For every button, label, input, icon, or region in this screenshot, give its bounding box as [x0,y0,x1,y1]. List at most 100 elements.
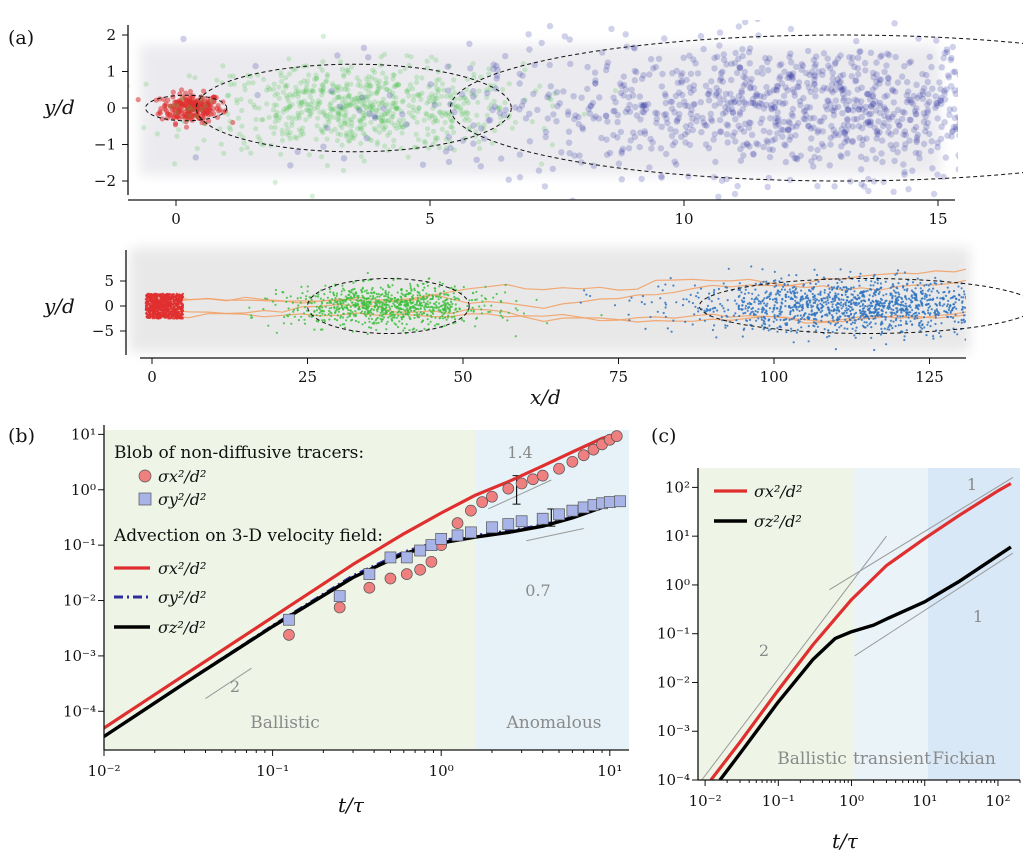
tracer-dot-green [253,116,259,123]
tracer-dot-green [341,73,347,79]
tracer-dot-scatter_blue [640,301,643,304]
tracer-dot-green [283,105,290,111]
tracer-dot-green [410,104,416,110]
tracer-dot-blue [777,73,784,80]
tracer-dot-scatter_blue [891,285,894,288]
tracer-dot-green [357,118,364,124]
tracer-dot-red [149,315,152,319]
tracer-dot-green [297,304,300,307]
tracer-dot-blue [1005,99,1011,105]
tracer-dot-green [362,300,365,303]
tracer-dot-green [336,314,339,317]
tracer-dot-green [266,297,269,300]
tracer-dot-blue [997,122,1003,128]
tracer-dot-blue [998,127,1004,133]
tracer-dot-blue [831,132,838,139]
tracer-dot-green [375,88,381,94]
tracer-dot-green [461,100,467,106]
tracer-dot-green [435,89,441,95]
tracer-dot-red [148,313,151,316]
tracer-dot-green [405,308,408,311]
tracer-dot-green [272,92,278,98]
tracer-dot-blue [745,49,753,56]
tracer-dot-scatter_blue [960,321,963,324]
tracer-dot-green [303,101,310,107]
tracer-dot-green [355,98,361,104]
tracer-dot-blue [964,124,970,130]
tracer-dot-green [338,297,341,301]
tracer-dot-blue [750,151,757,158]
tracer-dot-green [376,100,382,106]
tracer-dot-blue [739,52,746,60]
tracer-dot-blue [718,177,726,184]
tracer-dot-blue [841,139,848,146]
tracer-dot-green [333,318,336,321]
tracer-dot-green [429,298,432,301]
tracer-dot-blue [572,112,579,119]
tracer-dot-green [359,102,366,108]
tracer-dot-green [344,132,350,138]
tracer-dot-blue [773,87,781,94]
tracer-dot-scatter_blue [727,267,730,270]
tracer-dot-scatter_blue [868,294,871,297]
tracer-dot-scatter_blue [973,301,975,303]
tracer-dot-blue [869,69,877,77]
tracer-dot-blue [951,68,958,75]
tracer-dot-blue [795,83,802,91]
tracer-dot-green [319,82,325,88]
tracer-dot-red [155,313,158,316]
tracer-dot-blue [705,97,713,104]
tracer-dot-green [340,304,343,307]
tracer-dot-green [391,84,397,90]
tracer-dot-blue [872,107,880,114]
tracer-dot-green [303,87,309,93]
tracer-dot-blue [820,143,827,150]
tracer-dot-blue [907,96,914,104]
tracer-dot-scatter_blue [884,280,887,283]
tracer-dot-blue [625,145,633,152]
tracer-dot-blue [870,100,877,108]
tracer-dot-blue [647,135,654,143]
tracer-dot-green [324,136,330,142]
tracer-dot-green [335,111,341,117]
tracer-dot-green [322,113,328,119]
tracer-dot-red [171,114,177,120]
tracer-dot-green [320,289,323,292]
tracer-dot-blue [822,103,829,110]
tracer-dot-green [299,296,302,299]
tracer-dot-blue [445,158,453,166]
tracer-dot-green [313,301,316,304]
tracer-dot-blue [713,84,720,92]
tracer-dot-scatter_blue [824,297,827,300]
tracer-dot-blue [901,62,908,70]
tracer-dot-blue [802,107,809,114]
tracer-dot-blue [869,92,877,99]
tracer-dot-blue [712,92,719,99]
tracer-dot-blue [916,92,923,99]
tracer-dot-scatter_blue [947,299,950,302]
tracer-dot-blue [723,121,730,128]
tracer-dot-blue [798,60,805,68]
tracer-dot-blue [795,202,801,208]
tracer-dot-blue [867,49,875,56]
tracer-dot-scatter_blue [1015,301,1017,303]
tracer-dot-scatter_blue [835,296,838,299]
tracer-dot-green [418,300,421,303]
tracer-dot-scatter_blue [916,284,919,287]
tracer-dot-green [312,76,318,83]
tracer-dot-green [315,314,318,317]
tracer-dot-green [381,315,384,318]
tracer-dot-scatter_blue [845,299,849,302]
tracer-dot-blue [987,90,993,96]
tracer-dot-green [348,293,351,296]
tracer-dot-blue [747,99,754,107]
tracer-dot-scatter_blue [699,287,703,290]
tracer-dot-green [500,309,503,312]
tracer-dot-blue [746,60,753,67]
tracer-dot-green [429,301,432,304]
tracer-dot-green [390,143,396,149]
tracer-dot-green [290,115,296,121]
tracer-dot-blue [711,102,718,109]
tracer-dot-scatter_blue [754,288,757,291]
tracer-dot-scatter_blue [847,287,850,291]
